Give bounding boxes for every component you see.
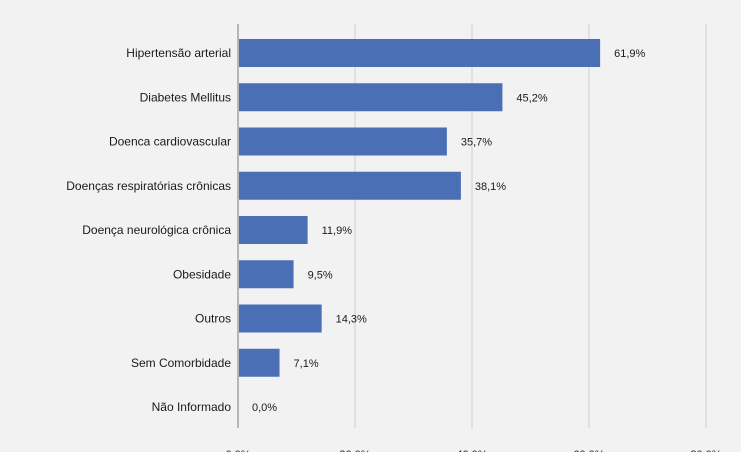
data-label: 45,2%: [516, 92, 547, 104]
bar: [239, 348, 280, 377]
bar: [239, 127, 447, 156]
category-label: Não Informado: [152, 400, 232, 414]
bar: [239, 83, 503, 112]
category-label: Doenca cardiovascular: [109, 135, 231, 149]
data-label: 38,1%: [475, 181, 506, 193]
category-label: Obesidade: [173, 267, 231, 281]
data-label: 35,7%: [461, 137, 492, 149]
x-tick-label: 60,0%: [573, 449, 604, 452]
x-tick-label: 40,0%: [456, 449, 487, 452]
bar: [239, 216, 308, 244]
labels: 0,0% 20,0% 40,0% 60,0% 80,0% Hipertensão arte…: [66, 46, 722, 452]
bar: [239, 39, 601, 67]
category-label: Outros: [195, 312, 231, 326]
bars: [239, 39, 601, 377]
x-tick-label: 0,0%: [225, 449, 250, 452]
data-label: 7,1%: [294, 358, 319, 370]
category-label: Hipertensão arterial: [126, 46, 231, 60]
data-label: 9,5%: [308, 269, 333, 281]
data-label: 61,9%: [614, 48, 645, 60]
bar: [239, 171, 461, 200]
data-label: 14,3%: [336, 314, 367, 326]
category-label: Diabetes Mellitus: [140, 90, 231, 104]
x-tick-label: 80,0%: [690, 449, 721, 452]
bar: [239, 260, 294, 289]
category-label: Doenças respiratórias crônicas: [66, 179, 231, 193]
x-tick-label: 20,0%: [339, 449, 370, 452]
category-label: Sem Comorbidade: [131, 356, 231, 370]
data-label: 0,0%: [252, 402, 277, 414]
bar: [239, 304, 322, 333]
data-label: 11,9%: [322, 225, 353, 237]
category-label: Doença neurológica crônica: [82, 223, 231, 237]
